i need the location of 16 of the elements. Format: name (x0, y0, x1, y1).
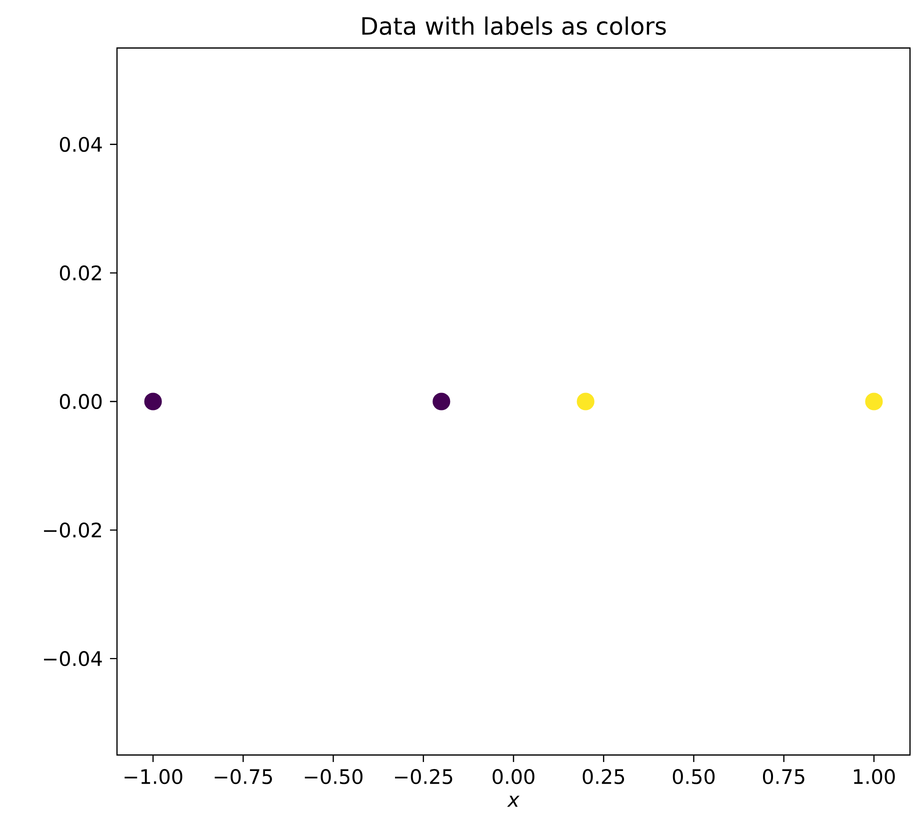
y-tick-label: 0.00 (60, 394, 102, 410)
y-tick-label: −0.02 (44, 522, 101, 538)
x-tick-label: 1.00 (854, 769, 895, 784)
chart-title: Data with labels as colors (362, 16, 666, 35)
x-tick-label: −0.50 (304, 769, 362, 784)
x-tick-label: 0.50 (672, 769, 715, 784)
x-tick-label: −1.00 (124, 769, 182, 784)
y-tick-label: −0.04 (44, 651, 102, 666)
y-tick-label: 0.04 (60, 136, 102, 152)
y-tick-label: 0.02 (60, 265, 101, 280)
x-tick-label: −0.75 (214, 769, 272, 784)
x-tick-label: 0.25 (582, 769, 624, 784)
x-axis-title: x (507, 796, 520, 807)
x-tick-label: −0.25 (394, 769, 452, 784)
x-tick-label: 0.75 (762, 769, 804, 784)
x-tick-label: 0.00 (492, 769, 534, 784)
